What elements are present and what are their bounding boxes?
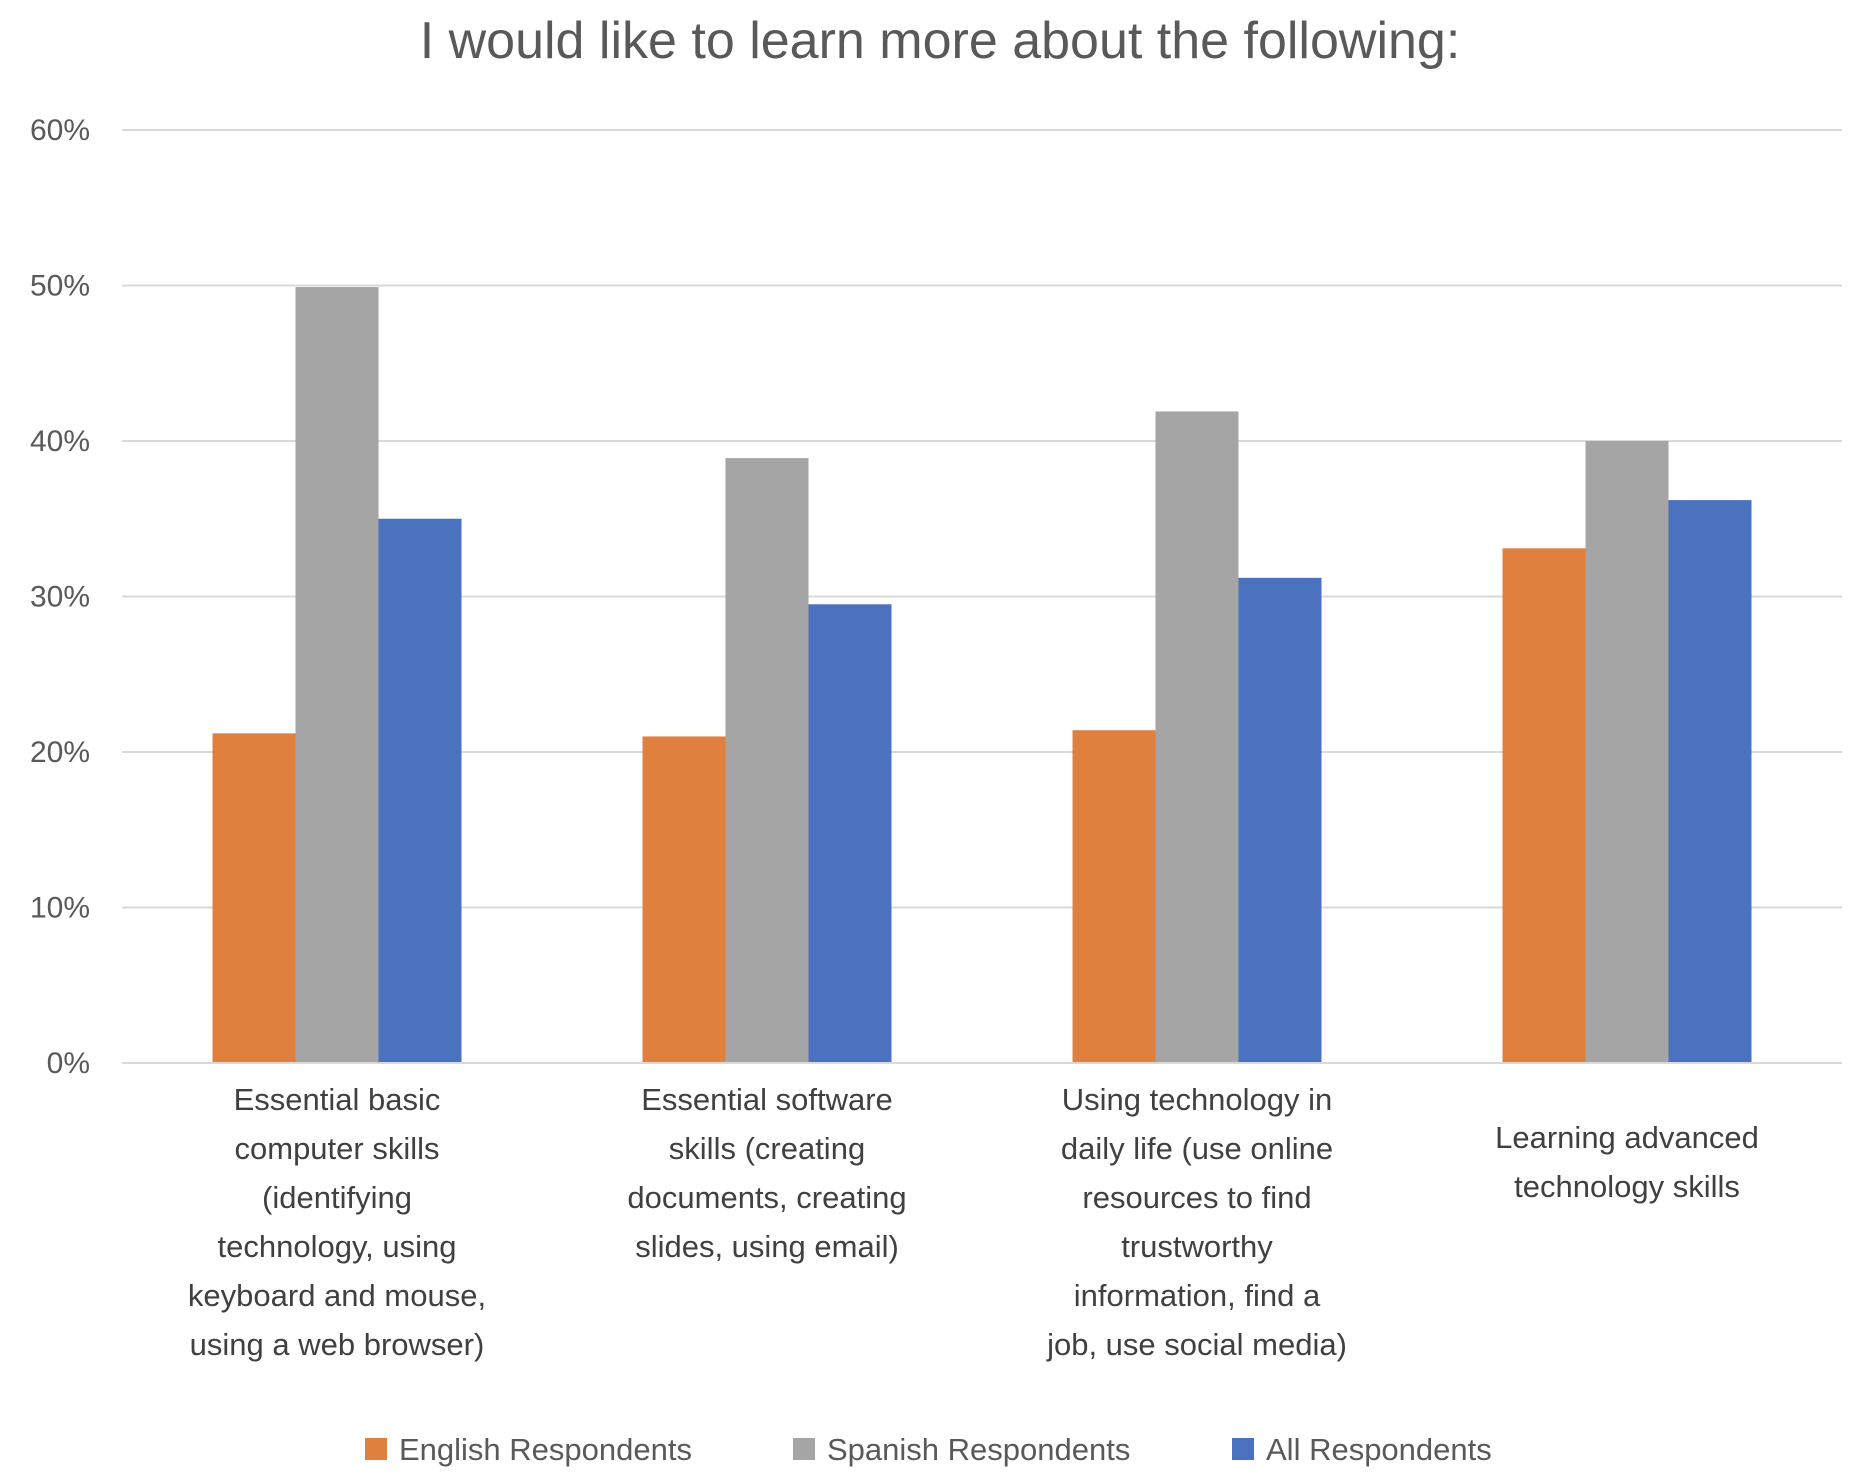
category-label: trustworthy — [1121, 1229, 1273, 1264]
category-label: skills (creating — [669, 1131, 865, 1166]
bars — [212, 287, 1752, 1064]
bar — [808, 604, 892, 1063]
bar — [1585, 441, 1669, 1063]
bar — [212, 733, 296, 1063]
category-label: Using technology in — [1062, 1082, 1333, 1117]
y-tick-label: 30% — [30, 581, 90, 614]
bar — [725, 458, 809, 1064]
category-label: technology skills — [1514, 1169, 1740, 1204]
y-tick-label: 60% — [30, 114, 90, 147]
category-label: Learning advanced — [1495, 1120, 1759, 1155]
legend-swatch — [1232, 1438, 1254, 1460]
category-label: resources to find — [1082, 1180, 1311, 1215]
category-label: keyboard and mouse, — [188, 1278, 486, 1313]
y-tick-label: 50% — [30, 270, 90, 303]
category-label: (identifying — [262, 1180, 412, 1215]
category-label: slides, using email) — [635, 1229, 899, 1264]
category-labels: Essential basic computer skills (identifyi… — [188, 1082, 1759, 1362]
y-tick-label: 20% — [30, 736, 90, 769]
chart-title: I would like to learn more about the fol… — [420, 12, 1461, 70]
y-tick-label: 10% — [30, 892, 90, 925]
bar — [1668, 500, 1752, 1064]
category-label: Essential software — [641, 1082, 893, 1117]
category-label: information, find a — [1074, 1278, 1321, 1313]
bar — [1238, 577, 1322, 1063]
bar — [295, 287, 379, 1063]
category-label: technology, using — [218, 1229, 457, 1264]
legend-label: All Respondents — [1266, 1432, 1492, 1467]
category-label: computer skills — [235, 1131, 440, 1166]
y-axis-ticks: 0% 10% 20% 30% 40% 50% 60% — [30, 114, 90, 1080]
legend: English Respondents Spanish Respondents Al… — [365, 1432, 1492, 1467]
y-tick-label: 40% — [30, 425, 90, 458]
bar — [1502, 548, 1586, 1063]
bar — [642, 736, 726, 1063]
category-label: job, use social media) — [1046, 1327, 1347, 1362]
category-label: using a web browser) — [190, 1327, 485, 1362]
bar — [1155, 411, 1239, 1064]
category-label: documents, creating — [627, 1180, 906, 1215]
legend-label: English Respondents — [399, 1432, 692, 1467]
y-tick-label: 0% — [47, 1047, 90, 1080]
legend-swatch — [793, 1438, 815, 1460]
bar — [1072, 730, 1156, 1063]
bar — [378, 518, 462, 1063]
legend-label: Spanish Respondents — [827, 1432, 1130, 1467]
category-label: daily life (use online — [1061, 1131, 1333, 1166]
legend-swatch — [365, 1438, 387, 1460]
category-label: Essential basic — [234, 1082, 441, 1117]
